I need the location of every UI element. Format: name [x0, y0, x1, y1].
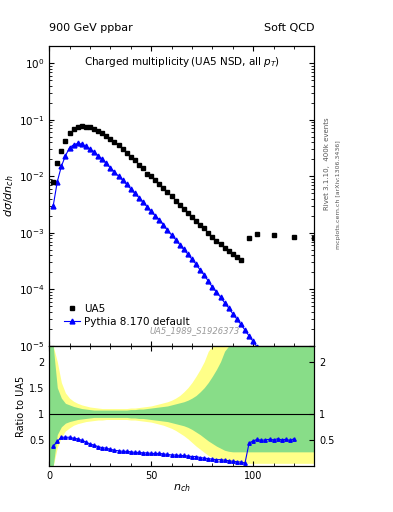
Pythia 8.170 default	[75, 140, 80, 146]
Text: Charged multiplicity$\,$(UA5 NSD, all $p_T$): Charged multiplicity$\,$(UA5 NSD, all $p…	[84, 55, 280, 69]
Pythia 8.170 default	[292, 399, 296, 406]
UA5	[182, 206, 186, 212]
Pythia 8.170 default	[124, 181, 129, 187]
UA5	[67, 130, 72, 136]
Text: Soft QCD: Soft QCD	[264, 23, 314, 33]
UA5	[79, 123, 84, 130]
Y-axis label: Ratio to UA5: Ratio to UA5	[16, 375, 26, 437]
X-axis label: $n_{ch}$: $n_{ch}$	[173, 482, 191, 494]
Line: UA5: UA5	[51, 124, 317, 263]
Pythia 8.170 default	[51, 203, 55, 209]
Legend: UA5, Pythia 8.170 default: UA5, Pythia 8.170 default	[62, 302, 192, 329]
Pythia 8.170 default	[132, 190, 137, 197]
UA5	[153, 177, 158, 183]
Text: UA5_1989_S1926373: UA5_1989_S1926373	[150, 327, 240, 335]
UA5	[51, 179, 55, 185]
UA5	[129, 154, 133, 160]
Pythia 8.170 default	[136, 195, 141, 201]
Text: mcplots.cern.ch [arXiv:1306.3436]: mcplots.cern.ch [arXiv:1306.3436]	[336, 140, 341, 249]
UA5	[165, 189, 170, 196]
UA5	[189, 214, 194, 220]
Pythia 8.170 default	[116, 173, 121, 179]
UA5	[239, 257, 243, 263]
UA5	[312, 235, 317, 241]
Y-axis label: $d\sigma/dn_{ch}$: $d\sigma/dn_{ch}$	[2, 175, 16, 218]
Pythia 8.170 default	[206, 278, 211, 284]
Text: Rivet 3.1.10,  400k events: Rivet 3.1.10, 400k events	[324, 118, 330, 210]
Pythia 8.170 default	[96, 153, 101, 159]
Line: Pythia 8.170 default: Pythia 8.170 default	[51, 141, 296, 405]
Text: 900 GeV ppbar: 900 GeV ppbar	[49, 23, 133, 33]
